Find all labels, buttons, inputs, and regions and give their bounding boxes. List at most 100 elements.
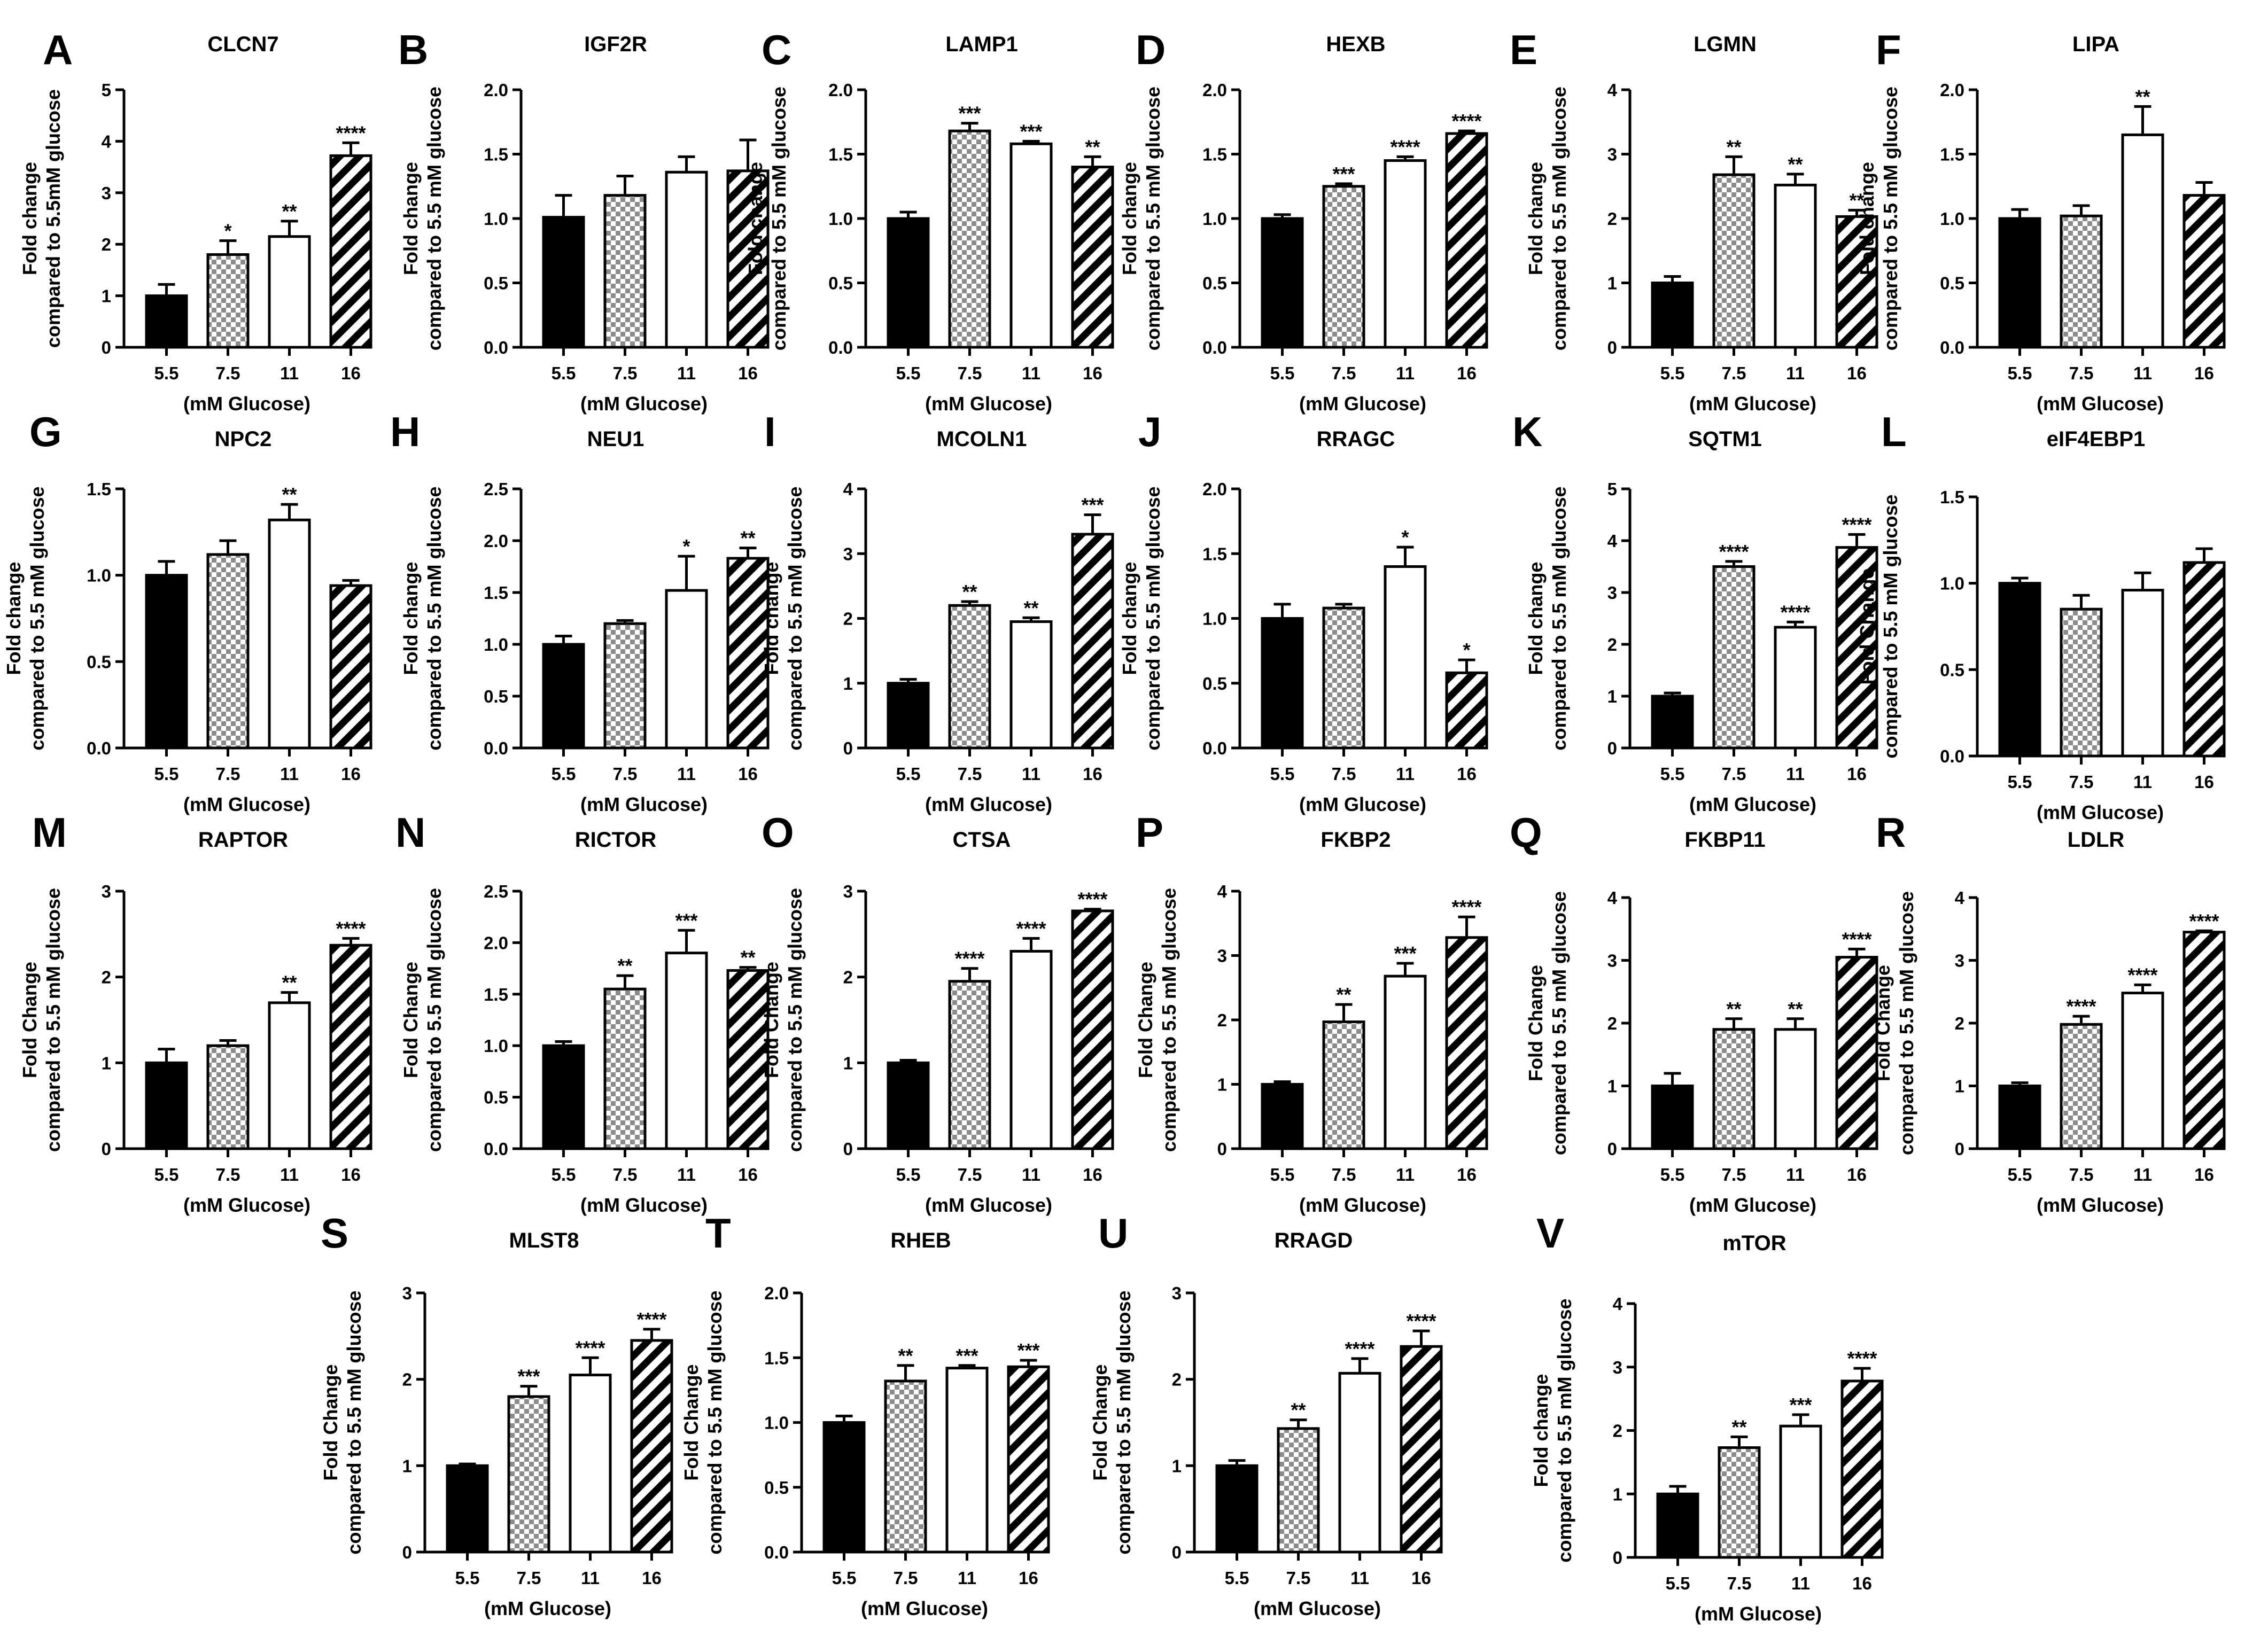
y-tick-label: 3 bbox=[1607, 583, 1617, 603]
chart-title-npc2: NPC2 bbox=[215, 427, 272, 451]
y-tick-label: 3 bbox=[102, 882, 111, 901]
y-tick-label: 3 bbox=[1217, 946, 1227, 966]
x-axis-label: (mM Glucose) bbox=[1299, 393, 1426, 415]
significance-marker: ** bbox=[1085, 136, 1100, 158]
y-tick-label: 2.5 bbox=[484, 882, 508, 901]
bar-mcoln1-7.5 bbox=[948, 604, 991, 750]
bar-npc2-7.5 bbox=[206, 553, 250, 750]
panel-d: D HEXB 0.0 0.5 1.0 1.5 2.0 Fold change compared … bbox=[1119, 26, 1488, 415]
y-tick-label: 3 bbox=[1613, 1358, 1622, 1377]
significance-marker: ** bbox=[282, 484, 297, 505]
y-tick-label: 0 bbox=[1217, 1139, 1227, 1159]
panel-o: O CTSA 0 1 2 3 Fold Change compared to 5.5 mM g… bbox=[760, 809, 1114, 1216]
panel-letter: V bbox=[1536, 1210, 1564, 1257]
x-tick-label: 7.5 bbox=[1286, 1568, 1311, 1588]
panel-letter: N bbox=[395, 809, 425, 856]
y-axis-label-line1: Fold Change bbox=[1135, 962, 1156, 1078]
y-tick-label: 0 bbox=[102, 1139, 111, 1159]
x-tick-label: 5.5 bbox=[1225, 1568, 1249, 1588]
significance-marker: **** bbox=[1390, 136, 1420, 158]
y-axis-label-line2: compared to 5.5 mM glucose bbox=[1142, 87, 1164, 350]
bar-npc2-16 bbox=[329, 584, 372, 750]
y-tick-label: 1 bbox=[843, 674, 853, 693]
y-tick-label: 1.0 bbox=[87, 566, 111, 586]
panel-q: Q FKBP11 0 1 2 3 4 Fold Change compared to 5.5 m… bbox=[1510, 809, 1878, 1216]
y-tick-label: 1.5 bbox=[1202, 544, 1227, 564]
y-axis-label-line2: compared to 5.5mM glucose bbox=[42, 89, 64, 348]
x-axis-label: (mM Glucose) bbox=[861, 1597, 988, 1619]
panel-c: C LAMP1 0.0 0.5 1.0 1.5 2.0 Fold change compared… bbox=[744, 26, 1114, 415]
y-tick-label: 0.0 bbox=[828, 338, 853, 357]
y-tick-label: 1.5 bbox=[828, 145, 853, 165]
bar-mtor-11 bbox=[1779, 1424, 1822, 1559]
significance-marker: ** bbox=[1023, 597, 1038, 619]
bar-rheb-11 bbox=[945, 1367, 989, 1554]
y-axis-label-line1: Fold change bbox=[1530, 1374, 1552, 1487]
x-axis-label: (mM Glucose) bbox=[925, 393, 1052, 415]
x-tick-label: 11 bbox=[1791, 1573, 1810, 1593]
x-tick-label: 5.5 bbox=[1666, 1573, 1690, 1593]
bar-ctsa-16 bbox=[1071, 909, 1114, 1150]
y-tick-label: 0.5 bbox=[484, 687, 508, 706]
x-tick-label: 11 bbox=[1396, 764, 1415, 784]
x-tick-label: 16 bbox=[1457, 1165, 1477, 1184]
y-tick-label: 2.0 bbox=[828, 80, 853, 100]
y-tick-label: 3 bbox=[843, 882, 853, 901]
bar-rragc-16 bbox=[1445, 671, 1488, 750]
y-axis-label-line2: compared to 5.5 mM glucose bbox=[1548, 87, 1570, 350]
y-tick-label: 2.0 bbox=[764, 1283, 789, 1303]
significance-marker: ** bbox=[740, 947, 755, 969]
significance-marker: **** bbox=[1345, 1338, 1374, 1360]
bar-fkbp2-7.5 bbox=[1322, 1020, 1365, 1150]
y-tick-label: 2.0 bbox=[1202, 80, 1227, 100]
bar-rictor-7.5 bbox=[603, 987, 647, 1150]
y-axis-label-line1: Fold Change bbox=[1525, 965, 1547, 1081]
x-tick-label: 16 bbox=[341, 363, 361, 383]
bar-mcoln1-11 bbox=[1009, 620, 1053, 750]
y-axis-label-line1: Fold change bbox=[1525, 562, 1547, 675]
y-tick-label: 0.0 bbox=[1940, 338, 1964, 357]
y-tick-label: 2.0 bbox=[484, 80, 508, 100]
panel-letter: H bbox=[390, 408, 420, 455]
panel-letter: O bbox=[762, 809, 794, 856]
bar-hexb-7.5 bbox=[1322, 185, 1365, 349]
panel-r: R LDLR 0 1 2 3 4 Fold Change compared to 5.5 mM … bbox=[1872, 809, 2226, 1216]
x-tick-label: 11 bbox=[1786, 1165, 1805, 1184]
x-axis-label: (mM Glucose) bbox=[2037, 393, 2164, 415]
bar-lamp1-11 bbox=[1009, 142, 1053, 349]
y-tick-label: 2.5 bbox=[484, 479, 508, 499]
bar-ldlr-5.5 bbox=[1998, 1085, 2041, 1150]
y-tick-label: 2 bbox=[1613, 1421, 1622, 1441]
y-tick-label: 0.5 bbox=[1940, 274, 1964, 293]
y-tick-label: 3 bbox=[843, 544, 853, 564]
bar-mcoln1-16 bbox=[1071, 533, 1114, 750]
y-tick-label: 1.0 bbox=[828, 209, 853, 229]
bar-clcn7-7.5 bbox=[206, 253, 250, 349]
y-tick-label: 0.0 bbox=[1202, 738, 1227, 758]
bar-mtor-5.5 bbox=[1656, 1492, 1699, 1559]
x-axis-label: (mM Glucose) bbox=[925, 793, 1052, 815]
x-tick-label: 16 bbox=[341, 1165, 361, 1184]
bar-npc2-5.5 bbox=[145, 574, 188, 750]
y-tick-label: 0.5 bbox=[764, 1478, 789, 1498]
panel-letter: K bbox=[1512, 408, 1542, 455]
x-tick-label: 5.5 bbox=[2008, 772, 2032, 792]
bar-fkbp2-16 bbox=[1445, 936, 1488, 1150]
x-axis-label: (mM Glucose) bbox=[580, 793, 708, 815]
chart-title-hexb: HEXB bbox=[1326, 33, 1385, 56]
significance-marker: **** bbox=[1016, 917, 1046, 939]
y-tick-label: 4 bbox=[1217, 882, 1228, 901]
y-axis-label-line2: compared to 5.5 mM glucose bbox=[1879, 494, 1901, 758]
x-tick-label: 7.5 bbox=[1722, 1165, 1746, 1184]
y-tick-label: 0.0 bbox=[484, 338, 508, 357]
y-tick-label: 0 bbox=[1607, 738, 1617, 758]
bar-igf2r-5.5 bbox=[542, 216, 585, 349]
y-tick-label: 1.5 bbox=[1940, 145, 1964, 165]
x-tick-label: 7.5 bbox=[1332, 363, 1356, 383]
y-axis-label-line1: Fold change bbox=[760, 562, 782, 675]
y-axis-label-line1: Fold change bbox=[400, 162, 422, 275]
x-tick-label: 11 bbox=[280, 363, 299, 383]
significance-marker: ** bbox=[617, 955, 632, 977]
x-axis-label: (mM Glucose) bbox=[2037, 1194, 2164, 1216]
